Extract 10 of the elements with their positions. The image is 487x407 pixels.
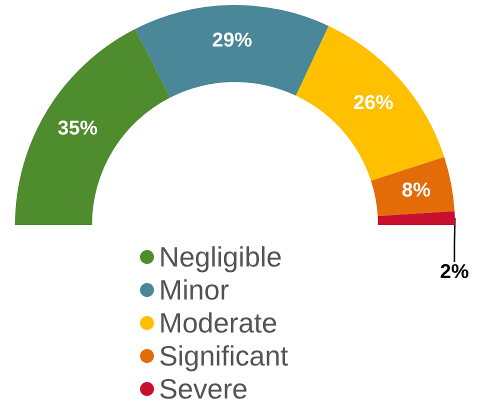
legend-label: Severe [159, 374, 248, 404]
data-label: 26% [353, 92, 394, 114]
legend-label: Negligible [159, 242, 282, 272]
data-label: 8% [402, 179, 431, 202]
data-label: 35% [58, 118, 98, 140]
legend-label: Minor [159, 274, 230, 306]
legend-label: Moderate [159, 308, 278, 338]
data-label: 2% [440, 261, 470, 283]
legend-label: Significant [159, 340, 288, 372]
data-label: 29% [212, 30, 252, 52]
